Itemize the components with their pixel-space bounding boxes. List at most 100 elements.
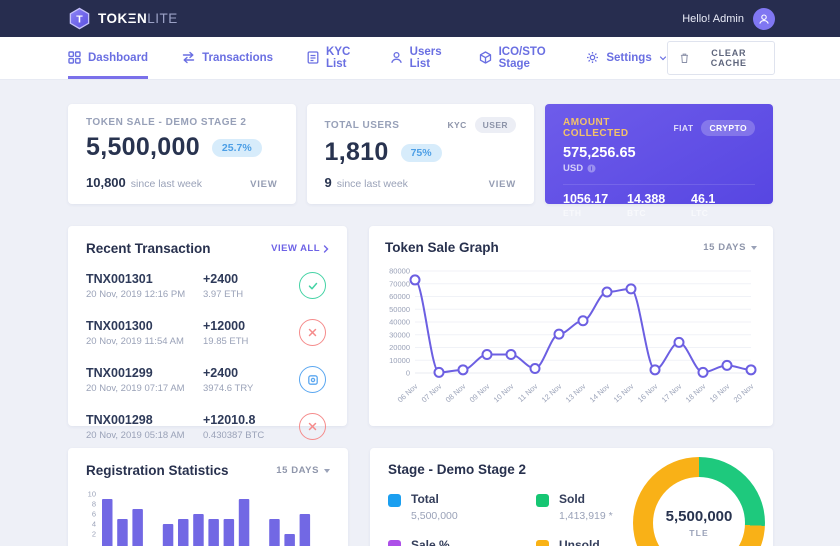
legend-value: 1,413,919 * xyxy=(559,510,613,522)
view-all-link[interactable]: VIEW ALL xyxy=(271,243,329,254)
svg-text:12 Nov: 12 Nov xyxy=(540,382,564,405)
svg-text:2: 2 xyxy=(92,530,96,539)
svg-text:20 Nov: 20 Nov xyxy=(732,382,756,405)
panel-title: Token Sale Graph xyxy=(385,240,499,255)
transaction-status-icon[interactable] xyxy=(299,366,326,393)
svg-text:10000: 10000 xyxy=(389,356,410,365)
transaction-status-icon[interactable] xyxy=(299,319,326,346)
svg-text:40000: 40000 xyxy=(389,318,410,327)
nav-label: Dashboard xyxy=(88,51,149,64)
nav-item-settings[interactable]: Settings xyxy=(586,37,666,79)
token-sale-card: TOKEN SALE - DEMO STAGE 2 5,500,000 25.7… xyxy=(68,104,296,204)
clear-cache-button[interactable]: CLEAR CACHE xyxy=(666,41,775,75)
users-list-icon xyxy=(390,51,402,64)
nav-label: KYC List xyxy=(326,45,351,70)
token-sale-line-chart: 0 10000 20000 30000 40000 50000 60000 70000 8000… xyxy=(389,267,757,405)
legend-item-sale: Sale %25.7% Sold xyxy=(388,538,536,546)
total-users-delta: 9 xyxy=(324,175,332,190)
svg-text:6: 6 xyxy=(92,510,96,519)
panel-title: Stage - Demo Stage 2 xyxy=(388,462,527,477)
svg-text:08 Nov: 08 Nov xyxy=(444,382,468,405)
currency-label: USD xyxy=(563,163,584,174)
stage-legend: Total 5,500,000 Sold 1,413,919 * Sale %25.7%… xyxy=(388,492,755,546)
legend-color-swatch xyxy=(536,494,549,507)
nav-label: Users List xyxy=(409,45,442,70)
trash-icon xyxy=(680,53,688,63)
transaction-converted: 19.85 ETH xyxy=(203,335,249,347)
transaction-amount: +12000 xyxy=(203,318,246,333)
transaction-row[interactable]: TNX001299 20 Nov, 2019 07:17 AM +2400 3974… xyxy=(86,356,329,403)
transaction-amount: +2400 xyxy=(203,365,239,380)
crypto-tab[interactable]: CRYPTO xyxy=(701,120,755,136)
transaction-date: 20 Nov, 2019 11:54 AM xyxy=(86,335,184,347)
caret-down-icon xyxy=(751,245,757,250)
caret-down-icon xyxy=(324,468,330,473)
user-avatar-icon xyxy=(759,13,769,24)
check-icon xyxy=(308,282,317,289)
legend-item-unsold: Unsold4,086,081 xyxy=(536,538,684,546)
transaction-amount: +2400 xyxy=(203,271,239,286)
svg-text:0: 0 xyxy=(406,369,410,378)
svg-text:16 Nov: 16 Nov xyxy=(636,382,660,405)
transaction-status-icon[interactable] xyxy=(299,413,326,440)
range-dropdown[interactable]: 15 DAYS xyxy=(276,465,330,476)
nav-item-transactions[interactable]: Transactions xyxy=(182,37,273,79)
svg-text:10: 10 xyxy=(88,490,96,499)
nav-item-dashboard[interactable]: Dashboard xyxy=(68,37,149,79)
panel-title: Recent Transaction xyxy=(86,241,211,256)
legend-label: Unsold xyxy=(559,538,600,546)
user-tab[interactable]: USER xyxy=(474,117,516,133)
total-users-percent-badge: 75% xyxy=(400,143,442,162)
nav-label: Transactions xyxy=(202,51,274,64)
chevron-right-icon xyxy=(323,244,329,253)
transaction-row[interactable]: TNX001301 20 Nov, 2019 12:16 PM +2400 3.97… xyxy=(86,262,329,309)
svg-text:15 Nov: 15 Nov xyxy=(612,382,636,405)
svg-text:07 Nov: 07 Nov xyxy=(420,382,444,405)
donut-center-value: 5,500,000 xyxy=(665,508,733,525)
transaction-row[interactable]: TNX001298 20 Nov, 2019 05:18 AM +12010.8 0… xyxy=(86,403,329,450)
settings-gear-icon xyxy=(587,52,599,63)
svg-text:17 Nov: 17 Nov xyxy=(660,382,684,405)
card-title: TOTAL USERS xyxy=(324,119,400,131)
svg-text:18 Nov: 18 Nov xyxy=(684,382,708,405)
info-icon[interactable]: i xyxy=(587,164,596,173)
transaction-date: 20 Nov, 2019 05:18 AM xyxy=(86,429,185,441)
svg-text:30000: 30000 xyxy=(389,330,410,339)
cross-icon xyxy=(308,422,317,431)
cross-icon xyxy=(308,328,317,337)
range-dropdown[interactable]: 15 DAYS xyxy=(703,242,757,253)
recent-transactions-panel: Recent Transaction VIEW ALL TNX001301 20 … xyxy=(68,226,347,441)
fiat-tab[interactable]: FIAT xyxy=(673,123,694,133)
transaction-row[interactable]: TNX001300 20 Nov, 2019 11:54 AM +12000 19.… xyxy=(86,309,329,356)
chevron-down-icon xyxy=(659,55,666,60)
amount-collected-card: AMOUNT COLLECTED FIAT CRYPTO 575,256.65 … xyxy=(545,104,773,218)
legend-item-total: Total 5,500,000 xyxy=(388,492,536,522)
dashboard-grid-icon xyxy=(68,51,81,64)
app-logo[interactable]: T TOKΞNLITE xyxy=(68,7,178,30)
transaction-id: TNX001299 xyxy=(86,365,153,380)
panel-title: Registration Statistics xyxy=(86,463,229,478)
total-users-card: TOTAL USERS KYC USER 1,810 75% 9 since l… xyxy=(306,104,534,204)
transaction-status-icon[interactable] xyxy=(299,272,326,299)
svg-text:20000: 20000 xyxy=(389,343,410,352)
registration-statistics-panel: Registration Statistics 15 DAYS 2 4 6 8 10 xyxy=(68,448,348,546)
token-sale-percent-badge: 25.7% xyxy=(211,138,262,157)
total-users-view-link[interactable]: VIEW xyxy=(488,179,516,190)
nav-item-ico-sto-stage[interactable]: ICO/STO Stage xyxy=(479,37,553,79)
main-navigation: Dashboard Transactions KYC List Users Li… xyxy=(0,37,840,80)
transactions-swap-icon xyxy=(182,51,195,64)
user-avatar[interactable] xyxy=(753,7,775,30)
token-sale-view-link[interactable]: VIEW xyxy=(250,179,278,190)
logo-text: TOKΞNLITE xyxy=(98,11,178,26)
nav-item-users-list[interactable]: Users List xyxy=(390,37,445,79)
transaction-id: TNX001298 xyxy=(86,412,153,427)
svg-text:4: 4 xyxy=(92,520,96,529)
legend-color-swatch xyxy=(388,540,401,546)
svg-text:80000: 80000 xyxy=(389,267,410,276)
transaction-converted: 3.97 ETH xyxy=(203,288,244,300)
svg-text:06 Nov: 06 Nov xyxy=(396,382,420,405)
nav-item-kyc-list[interactable]: KYC List xyxy=(307,37,356,79)
legend-label: Sale % xyxy=(411,538,450,546)
total-users-value: 1,810 xyxy=(324,138,389,166)
kyc-tab[interactable]: KYC xyxy=(447,120,467,130)
